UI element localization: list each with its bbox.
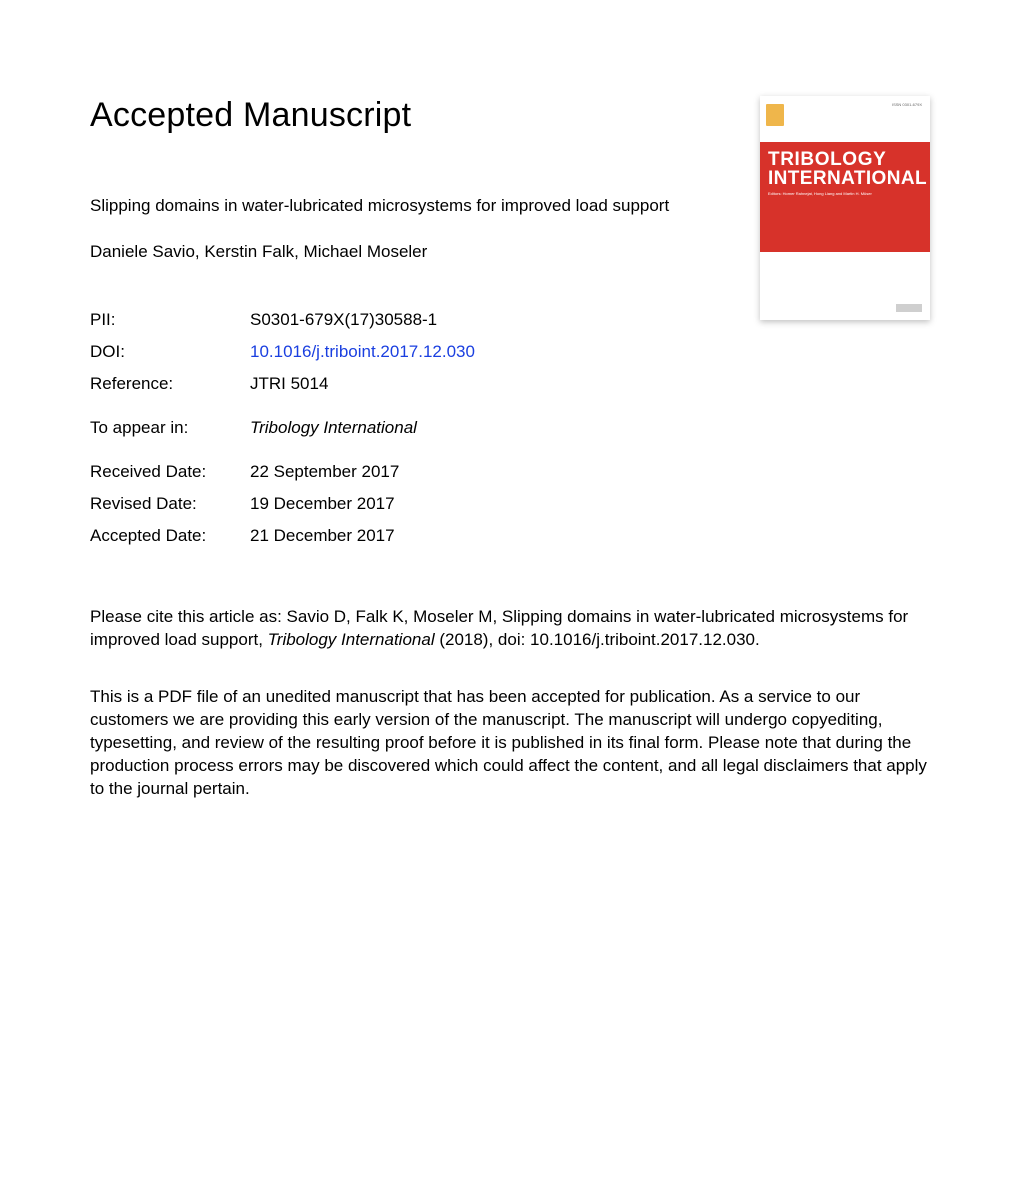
meta-value: Tribology International <box>250 400 475 444</box>
journal-cover-thumbnail: ISSN 0301-679X TRIBOLOGY INTERNATIONAL E… <box>760 96 930 320</box>
meta-label: PII: <box>90 304 250 336</box>
meta-row-received: Received Date: 22 September 2017 <box>90 444 475 488</box>
cover-title-line1: TRIBOLOGY <box>768 150 922 169</box>
meta-value: 22 September 2017 <box>250 444 475 488</box>
article-title: Slipping domains in water-lubricated mic… <box>90 195 680 218</box>
meta-label: Accepted Date: <box>90 520 250 552</box>
meta-label: Revised Date: <box>90 488 250 520</box>
cover-title-band: TRIBOLOGY INTERNATIONAL Editors: Homer R… <box>760 142 930 252</box>
meta-value: JTRI 5014 <box>250 368 475 400</box>
meta-value: S0301-679X(17)30588-1 <box>250 304 475 336</box>
metadata-table: PII: S0301-679X(17)30588-1 DOI: 10.1016/… <box>90 304 475 552</box>
meta-row-pii: PII: S0301-679X(17)30588-1 <box>90 304 475 336</box>
cover-editors: Editors: Homer Rahnejat, Hong Liang and … <box>768 192 922 197</box>
elsevier-logo-icon <box>766 104 784 126</box>
citation-journal: Tribology International <box>268 630 435 649</box>
doi-link[interactable]: 10.1016/j.triboint.2017.12.030 <box>250 342 475 361</box>
cover-top: ISSN 0301-679X <box>760 96 930 142</box>
cover-title-line2: INTERNATIONAL <box>768 169 922 188</box>
meta-row-reference: Reference: JTRI 5014 <box>90 368 475 400</box>
disclaimer-paragraph: This is a PDF file of an unedited manusc… <box>90 686 930 801</box>
cover-bottom <box>760 252 930 320</box>
cover-issn: ISSN 0301-679X <box>892 102 922 107</box>
meta-label: To appear in: <box>90 400 250 444</box>
meta-row-accepted: Accepted Date: 21 December 2017 <box>90 520 475 552</box>
meta-row-doi: DOI: 10.1016/j.triboint.2017.12.030 <box>90 336 475 368</box>
meta-value: 21 December 2017 <box>250 520 475 552</box>
meta-label: Reference: <box>90 368 250 400</box>
meta-row-revised: Revised Date: 19 December 2017 <box>90 488 475 520</box>
citation-post: (2018), doi: 10.1016/j.triboint.2017.12.… <box>435 630 760 649</box>
meta-label: DOI: <box>90 336 250 368</box>
meta-row-appear: To appear in: Tribology International <box>90 400 475 444</box>
citation-paragraph: Please cite this article as: Savio D, Fa… <box>90 606 930 652</box>
meta-value: 19 December 2017 <box>250 488 475 520</box>
meta-label: Received Date: <box>90 444 250 488</box>
